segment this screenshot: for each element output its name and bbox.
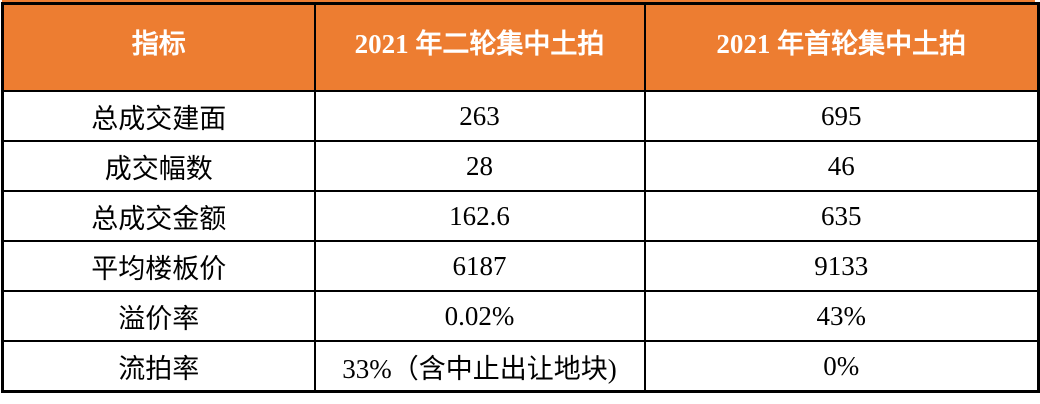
cell-value: 695 xyxy=(643,90,1040,142)
top-accent-strip xyxy=(2,0,1035,2)
cell-value: 263 xyxy=(313,90,646,142)
row-label: 溢价率 xyxy=(1,290,316,342)
cell-value: 162.6 xyxy=(313,190,646,242)
cell-value: 9133 xyxy=(643,240,1040,292)
cell-value: 28 xyxy=(313,140,646,192)
row-label: 总成交建面 xyxy=(1,90,316,142)
table-row: 总成交金额 162.6 635 xyxy=(1,190,1040,242)
cell-value: 43% xyxy=(643,290,1040,342)
col-header-indicator: 指标 xyxy=(1,2,316,92)
cell-value: 0% xyxy=(643,340,1040,393)
table-row: 溢价率 0.02% 43% xyxy=(1,290,1040,342)
col-header-second-round: 2021 年二轮集中土拍 xyxy=(313,2,646,92)
row-label: 总成交金额 xyxy=(1,190,316,242)
table-row: 平均楼板价 6187 9133 xyxy=(1,240,1040,292)
table-row: 总成交建面 263 695 xyxy=(1,90,1040,142)
header-row: 指标 2021 年二轮集中土拍 2021 年首轮集中土拍 xyxy=(1,2,1040,92)
row-label: 平均楼板价 xyxy=(1,240,316,292)
land-auction-table: 指标 2021 年二轮集中土拍 2021 年首轮集中土拍 总成交建面 263 6… xyxy=(1,2,1040,393)
row-label: 流拍率 xyxy=(1,340,316,393)
cell-value: 6187 xyxy=(313,240,646,292)
col-header-first-round: 2021 年首轮集中土拍 xyxy=(643,2,1040,92)
cell-value: 0.02% xyxy=(313,290,646,342)
cell-value: 33%（含中止出让地块) xyxy=(313,340,646,393)
cell-value: 635 xyxy=(643,190,1040,242)
cell-value: 46 xyxy=(643,140,1040,192)
table-row: 流拍率 33%（含中止出让地块) 0% xyxy=(1,340,1040,393)
row-label: 成交幅数 xyxy=(1,140,316,192)
table-row: 成交幅数 28 46 xyxy=(1,140,1040,192)
